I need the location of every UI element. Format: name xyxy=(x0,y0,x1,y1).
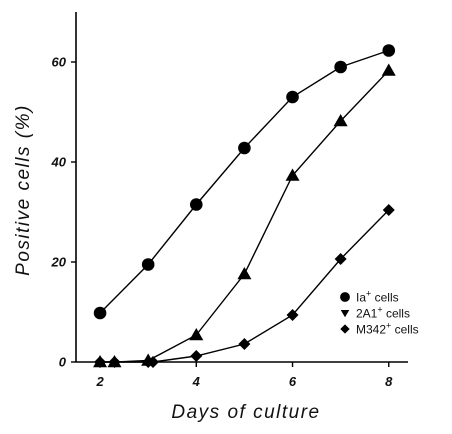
data-point xyxy=(382,44,396,57)
data-point xyxy=(190,350,203,362)
legend-marker xyxy=(340,309,350,318)
x-tick-label: 6 xyxy=(289,374,297,389)
legend-label: Ia+ cells xyxy=(356,289,399,305)
legend-item: 2A1+ cells xyxy=(340,305,410,321)
series-line xyxy=(100,70,390,363)
x-tick-label: 4 xyxy=(192,374,201,389)
legend-marker xyxy=(340,292,350,302)
series-layer xyxy=(93,44,396,368)
data-point xyxy=(334,60,347,74)
y-tick-label: 60 xyxy=(52,55,67,70)
y-tick-label: 40 xyxy=(51,155,67,170)
legend-label: M342+ cells xyxy=(356,321,419,337)
data-point xyxy=(146,356,159,368)
data-point xyxy=(238,141,251,155)
data-point xyxy=(333,114,348,127)
data-point xyxy=(108,356,121,368)
y-tick-label: 0 xyxy=(59,355,67,370)
data-point xyxy=(94,356,107,368)
x-axis-title: Days of culture xyxy=(171,402,320,423)
data-point xyxy=(382,204,395,216)
x-tick-label: 2 xyxy=(95,374,104,389)
legend-label: 2A1+ cells xyxy=(356,305,410,321)
data-point xyxy=(189,198,203,211)
series-2a1 xyxy=(93,63,396,368)
data-point xyxy=(381,63,396,76)
legend-item: Ia+ cells xyxy=(340,289,399,305)
data-point xyxy=(285,168,300,181)
x-tick-label: 8 xyxy=(385,374,393,389)
data-point xyxy=(286,309,299,321)
y-axis-title: Positive cells (%) xyxy=(13,104,34,276)
data-point xyxy=(237,267,252,280)
data-point xyxy=(286,90,299,104)
data-point xyxy=(189,328,204,341)
y-tick-label: 20 xyxy=(51,255,67,270)
data-point xyxy=(141,258,155,271)
data-point xyxy=(238,338,251,350)
legend-marker xyxy=(340,324,350,334)
series-m342 xyxy=(94,204,395,368)
legend-item: M342+ cells xyxy=(340,321,419,337)
data-point xyxy=(334,253,347,265)
ticks: 0 20 40 60 2 4 6 8 xyxy=(51,55,394,390)
series-ia xyxy=(93,44,396,320)
data-point xyxy=(93,306,107,320)
